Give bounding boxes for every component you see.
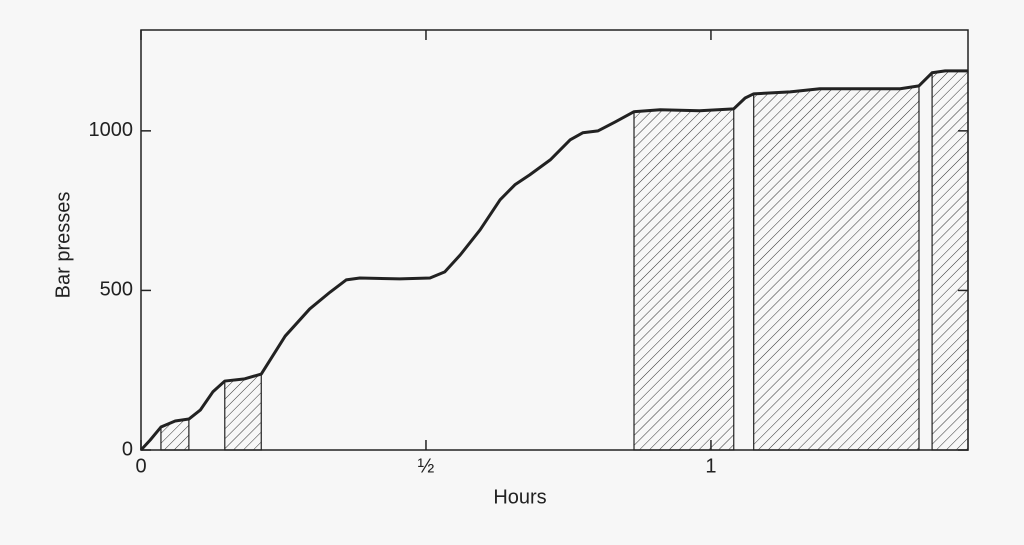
y-tick-label: 500 — [100, 279, 133, 301]
shaded-span — [753, 85, 920, 451]
shaded-span — [633, 108, 735, 451]
x-tick-label: ½ — [418, 455, 435, 477]
y-axis-label: Bar presses — [52, 192, 74, 299]
y-tick-label: 1000 — [89, 119, 134, 141]
x-tick-label: 1 — [705, 455, 716, 477]
x-axis-label: Hours — [493, 486, 546, 508]
y-tick-label: 0 — [122, 438, 133, 460]
cumulative-line — [139, 69, 968, 452]
shaded-span — [931, 70, 969, 451]
shaded-span — [224, 373, 262, 451]
x-tick-label: 0 — [135, 455, 146, 477]
